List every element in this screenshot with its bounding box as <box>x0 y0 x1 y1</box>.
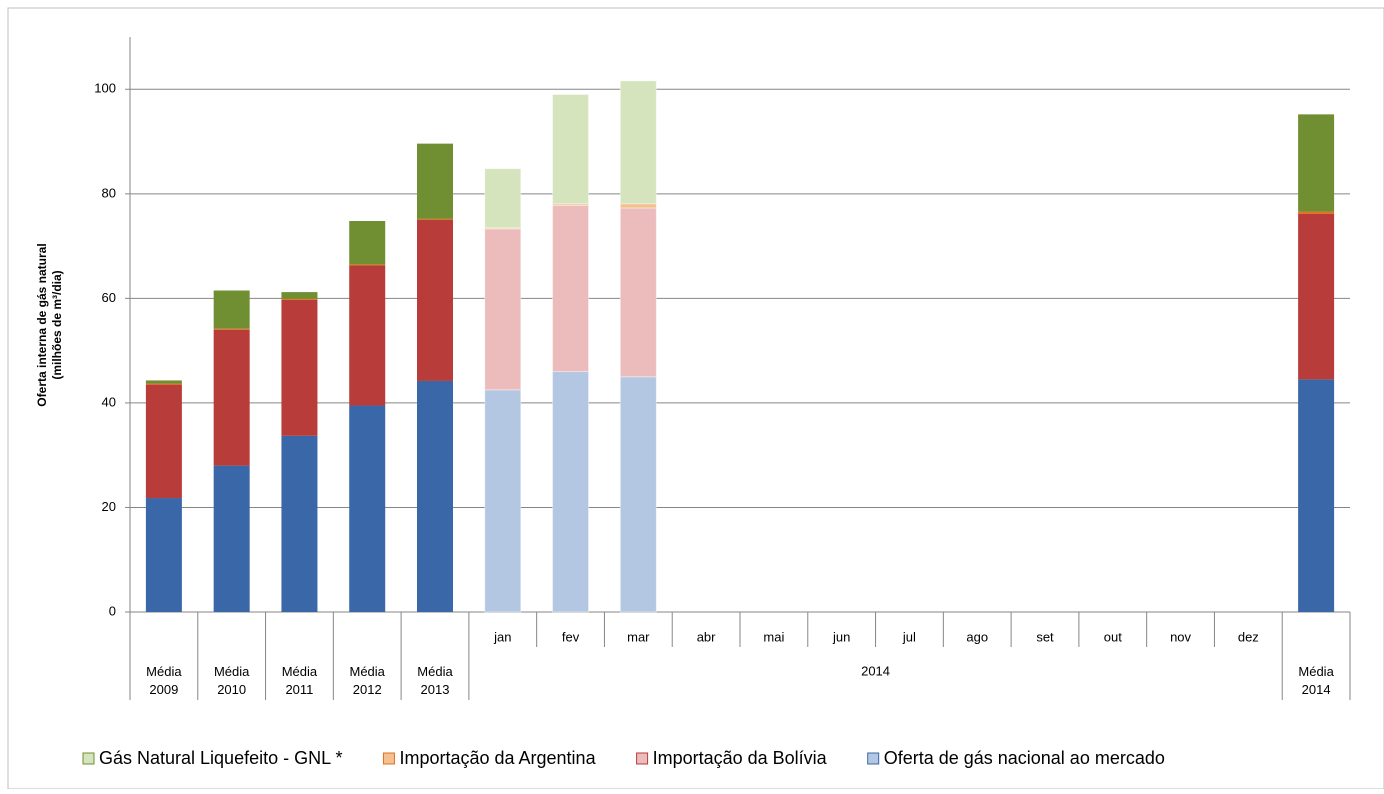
legend-label: Oferta de gás nacional ao mercado <box>884 748 1165 768</box>
bar-segment <box>349 264 386 266</box>
x-tick-label: Média 2013 <box>417 664 453 697</box>
legend-marker <box>82 752 95 765</box>
category-label-box: Média 2013 <box>417 664 453 697</box>
bar-segment <box>417 380 453 612</box>
bar-segment <box>484 389 522 613</box>
group-label: 2014 <box>861 663 890 678</box>
x-tick-label: mai <box>763 629 784 644</box>
bar-segment <box>281 298 318 300</box>
y-tick-label: 60 <box>102 290 116 305</box>
x-tick-label: dez <box>1238 629 1259 644</box>
bar-segment <box>281 435 318 612</box>
bar-segment <box>145 380 182 384</box>
bar-segment <box>349 221 386 265</box>
bar-segment <box>417 218 453 220</box>
x-tick-label: set <box>1036 629 1054 644</box>
x-tick-label: ago <box>966 629 988 644</box>
x-tick-label: jun <box>832 629 850 644</box>
x-tick-label: nov <box>1170 629 1191 644</box>
y-axis-title: Oferta interna de gás natural (milhões d… <box>35 243 64 406</box>
bar-segment <box>1298 213 1335 380</box>
bar-segment <box>145 383 182 385</box>
x-tick-label: Média 2012 <box>349 664 385 697</box>
bar-segment <box>213 328 250 330</box>
category-label-box: Média 2011 <box>281 664 318 697</box>
bar-segment <box>619 203 657 209</box>
legend-marker <box>636 752 649 765</box>
y-tick-label: 20 <box>102 499 116 514</box>
x-tick-label: Média 2011 <box>281 664 318 697</box>
bar-segment <box>1298 379 1335 612</box>
bar-segment <box>552 204 590 373</box>
bar-segment <box>281 299 318 436</box>
x-tick-label: jul <box>902 629 916 644</box>
category-label-box: Média 2014 <box>1298 664 1334 697</box>
bar-segment <box>417 143 453 219</box>
y-label-line: (milhões de m³/dia) <box>50 270 64 379</box>
x-tick-label: jan <box>493 629 511 644</box>
bar-segment <box>484 168 522 229</box>
legend-marker <box>867 752 880 765</box>
bar-segment <box>349 405 386 612</box>
bar-segment <box>213 465 250 612</box>
x-tick-label: abr <box>697 629 716 644</box>
x-tick-label: Média 2009 <box>146 664 182 697</box>
bar-segment <box>213 329 250 466</box>
bar-segment <box>619 80 657 205</box>
category-label-box: Média 2009 <box>146 664 182 697</box>
legend-label: Importação da Bolívia <box>653 748 828 768</box>
category-label-box: Média 2010 <box>213 664 250 697</box>
x-tick-label: out <box>1104 629 1122 644</box>
bar-segment <box>213 290 250 329</box>
bar-segment <box>552 371 590 613</box>
x-tick-label: mar <box>627 629 650 644</box>
legend-label: Gás Natural Liquefeito - GNL * <box>99 748 342 768</box>
bar-segment <box>1298 211 1335 214</box>
y-label-line: Oferta interna de gás natural <box>35 243 49 406</box>
category-label-box: Média 2012 <box>349 664 385 697</box>
bar-segment <box>619 376 657 613</box>
bar-segment <box>484 228 522 391</box>
legend-marker <box>382 752 395 765</box>
x-tick-label: fev <box>562 629 580 644</box>
bar-segment <box>552 94 590 205</box>
bar-segment <box>1298 114 1335 212</box>
y-tick-label: 0 <box>109 603 116 618</box>
x-tick-label: Média 2014 <box>1298 664 1334 697</box>
bar-segment <box>145 498 182 612</box>
bar-segment <box>349 265 386 406</box>
bar-segment <box>145 384 182 499</box>
y-tick-label: 40 <box>102 394 116 409</box>
x-tick-label: Média 2010 <box>213 664 250 697</box>
bar-segment <box>281 292 318 299</box>
bar-segment <box>619 207 657 378</box>
bar-segment <box>417 219 453 381</box>
y-tick-label: 80 <box>102 185 116 200</box>
legend-label: Importação da Argentina <box>399 748 596 768</box>
y-tick-label: 100 <box>94 81 116 96</box>
